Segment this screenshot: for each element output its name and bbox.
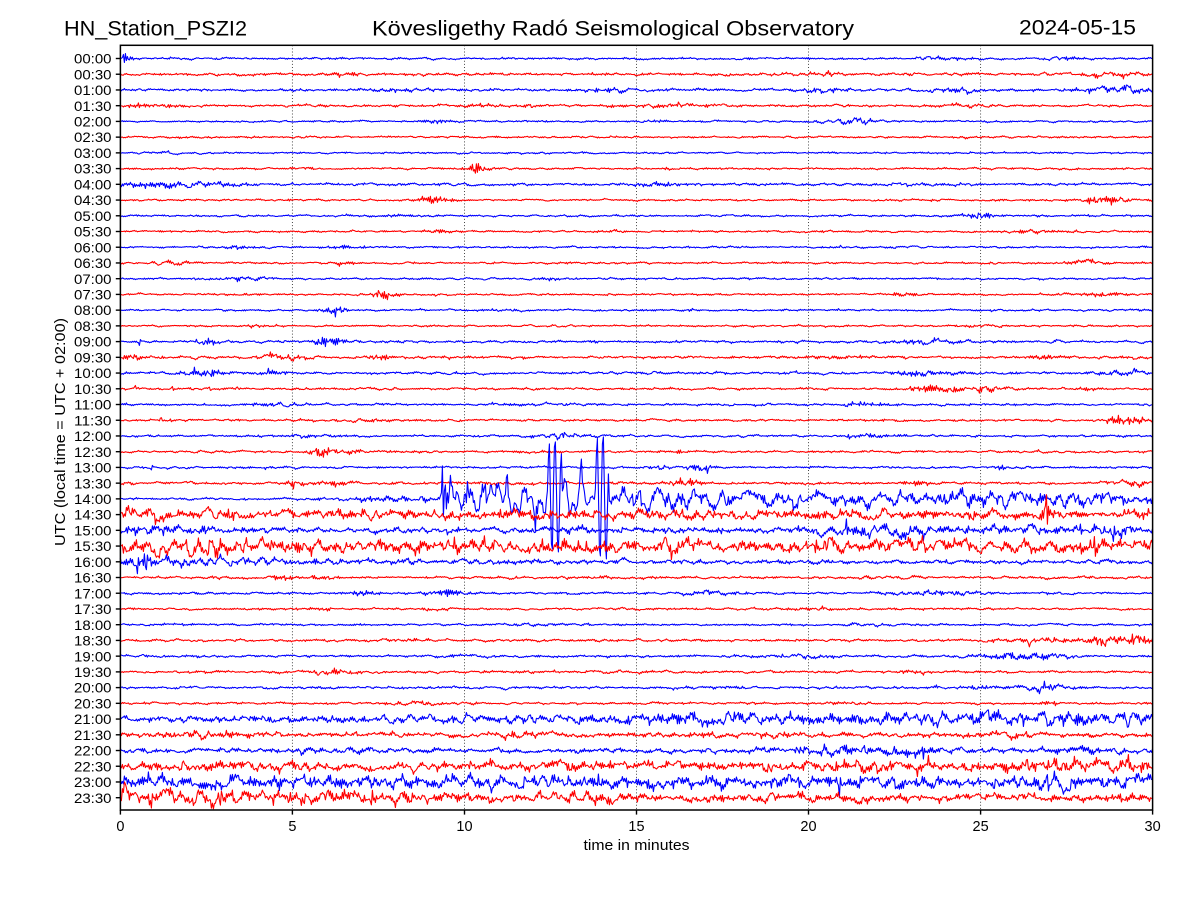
svg-text:00:00: 00:00 bbox=[74, 52, 112, 68]
svg-text:20: 20 bbox=[800, 819, 816, 835]
svg-text:HN_Station_PSZI2: HN_Station_PSZI2 bbox=[64, 17, 247, 41]
svg-text:01:30: 01:30 bbox=[74, 99, 112, 115]
svg-text:14:30: 14:30 bbox=[74, 508, 112, 524]
svg-text:00:30: 00:30 bbox=[74, 67, 112, 83]
svg-text:15:30: 15:30 bbox=[74, 539, 112, 555]
svg-text:02:30: 02:30 bbox=[74, 130, 112, 146]
svg-text:08:30: 08:30 bbox=[74, 319, 112, 335]
svg-text:16:00: 16:00 bbox=[74, 555, 112, 571]
svg-text:11:30: 11:30 bbox=[74, 413, 112, 429]
svg-text:17:30: 17:30 bbox=[74, 602, 112, 618]
svg-text:19:00: 19:00 bbox=[74, 649, 112, 665]
svg-text:06:30: 06:30 bbox=[74, 256, 112, 272]
svg-text:2024-05-15: 2024-05-15 bbox=[1019, 16, 1136, 40]
svg-text:05:30: 05:30 bbox=[74, 225, 112, 241]
svg-text:02:00: 02:00 bbox=[74, 115, 112, 131]
svg-text:12:30: 12:30 bbox=[74, 445, 112, 461]
svg-text:Kövesligethy Radó Seismologica: Kövesligethy Radó Seismological Observat… bbox=[372, 17, 854, 41]
svg-text:12:00: 12:00 bbox=[74, 429, 112, 445]
svg-text:20:30: 20:30 bbox=[74, 696, 112, 712]
svg-text:22:30: 22:30 bbox=[74, 759, 112, 775]
svg-text:14:00: 14:00 bbox=[74, 492, 112, 508]
svg-text:UTC (local time = UTC + 02:00): UTC (local time = UTC + 02:00) bbox=[52, 318, 69, 546]
svg-text:5: 5 bbox=[288, 819, 296, 835]
svg-text:04:00: 04:00 bbox=[74, 177, 112, 193]
svg-text:01:00: 01:00 bbox=[74, 83, 112, 99]
svg-text:13:30: 13:30 bbox=[74, 476, 112, 492]
svg-text:21:00: 21:00 bbox=[74, 712, 112, 728]
svg-text:04:30: 04:30 bbox=[74, 193, 112, 209]
svg-text:22:00: 22:00 bbox=[74, 744, 112, 760]
svg-text:23:00: 23:00 bbox=[74, 775, 112, 791]
svg-text:18:00: 18:00 bbox=[74, 618, 112, 634]
svg-text:07:30: 07:30 bbox=[74, 288, 112, 304]
svg-text:13:00: 13:00 bbox=[74, 461, 112, 477]
svg-text:15: 15 bbox=[628, 819, 644, 835]
svg-text:05:00: 05:00 bbox=[74, 209, 112, 225]
svg-text:03:30: 03:30 bbox=[74, 162, 112, 178]
svg-text:30: 30 bbox=[1145, 819, 1161, 835]
svg-text:21:30: 21:30 bbox=[74, 728, 112, 744]
svg-text:08:00: 08:00 bbox=[74, 303, 112, 319]
svg-text:18:30: 18:30 bbox=[74, 634, 112, 650]
svg-text:17:00: 17:00 bbox=[74, 586, 112, 602]
svg-text:10:30: 10:30 bbox=[74, 382, 112, 398]
svg-text:09:30: 09:30 bbox=[74, 350, 112, 366]
svg-text:0: 0 bbox=[116, 819, 124, 835]
svg-text:16:30: 16:30 bbox=[74, 571, 112, 587]
svg-text:23:30: 23:30 bbox=[74, 791, 112, 807]
svg-text:10: 10 bbox=[456, 819, 472, 835]
svg-text:09:00: 09:00 bbox=[74, 335, 112, 351]
svg-text:15:00: 15:00 bbox=[74, 523, 112, 539]
svg-text:25: 25 bbox=[973, 819, 989, 835]
svg-text:10:00: 10:00 bbox=[74, 366, 112, 382]
svg-text:03:00: 03:00 bbox=[74, 146, 112, 162]
svg-text:06:00: 06:00 bbox=[74, 240, 112, 256]
svg-text:20:00: 20:00 bbox=[74, 681, 112, 697]
svg-text:time in minutes: time in minutes bbox=[584, 837, 690, 854]
svg-text:19:30: 19:30 bbox=[74, 665, 112, 681]
svg-text:07:00: 07:00 bbox=[74, 272, 112, 288]
svg-text:11:00: 11:00 bbox=[74, 398, 112, 414]
